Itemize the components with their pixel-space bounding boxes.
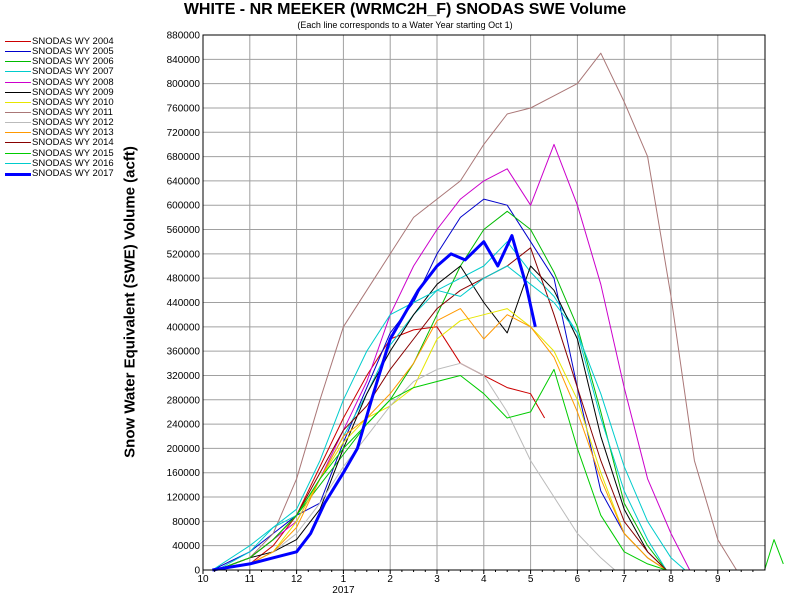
legend-swatch: [5, 41, 31, 42]
y-tick-label: 160000: [167, 468, 201, 479]
series-line: [216, 52, 737, 571]
legend-swatch: [5, 91, 31, 93]
series-line: [216, 247, 667, 571]
y-tick-label: 640000: [167, 176, 201, 187]
y-tick-label: 40000: [172, 541, 200, 552]
y-tick-label: 80000: [172, 517, 200, 528]
x-tick-label: 1: [341, 574, 347, 585]
y-tick-label: 440000: [167, 298, 201, 309]
x-tick-label: 4: [481, 574, 487, 585]
y-tick-label: 280000: [167, 395, 201, 406]
y-tick-label: 360000: [167, 347, 201, 358]
legend-label: SNODAS WY 2007: [32, 66, 114, 78]
legend-label: SNODAS WY 2004: [32, 36, 114, 47]
series-line: [216, 362, 616, 571]
legend-swatch: [5, 172, 31, 176]
legend-label: SNODAS WY 2013: [32, 127, 114, 139]
legend-label: SNODAS WY 2016: [32, 157, 114, 169]
x-tick-label: 9: [715, 574, 721, 585]
legend-label: SNODAS WY 2009: [32, 86, 114, 98]
chart-subtitle: (Each line corresponds to a Water Year s…: [297, 20, 513, 30]
legend-label: SNODAS WY 2005: [32, 46, 114, 58]
y-tick-label: 480000: [167, 274, 201, 285]
series-line: [216, 265, 667, 571]
legend-swatch: [5, 51, 31, 53]
legend-swatch: [5, 71, 31, 73]
x-tick-label: 7: [621, 574, 627, 585]
y-tick-label: 760000: [167, 103, 201, 114]
x-tick-label: 11: [245, 574, 256, 585]
x-year-label: 2017: [332, 585, 355, 596]
x-tick-label: 8: [668, 574, 674, 585]
y-tick-label: 880000: [167, 31, 201, 42]
x-tick-label: 12: [291, 574, 303, 585]
y-tick-label: 320000: [167, 371, 201, 382]
legend-swatch: [5, 61, 31, 63]
series-line: [212, 198, 667, 571]
legend-label: SNODAS WY 2017: [32, 167, 114, 179]
legend-label: SNODAS WY 2008: [32, 76, 114, 88]
legend-label: SNODAS WY 2012: [32, 117, 114, 129]
y-tick-label: 560000: [167, 225, 201, 236]
y-tick-label: 600000: [167, 201, 201, 212]
y-tick-label: 680000: [167, 152, 201, 163]
legend-swatch: [5, 111, 31, 113]
y-tick-label: 400000: [167, 322, 201, 333]
series-line: [216, 308, 667, 571]
x-tick-label: 10: [197, 574, 209, 585]
legend-label: SNODAS WY 2006: [32, 56, 114, 68]
series-line: [216, 308, 667, 571]
x-tick-label: 5: [528, 574, 534, 585]
legend-label: SNODAS WY 2015: [32, 147, 114, 159]
y-tick-label: 200000: [167, 444, 201, 455]
legend-swatch: [5, 142, 31, 144]
y-tick-label: 720000: [167, 128, 201, 139]
legend-label: SNODAS WY 2010: [32, 96, 114, 108]
series-line: [216, 265, 686, 571]
y-tick-label: 120000: [167, 493, 201, 504]
y-tick-label: 840000: [167, 55, 201, 66]
axis-layer: 0400008000012000016000020000024000028000…: [167, 31, 754, 596]
series-layer: [212, 52, 784, 572]
legend-swatch: [5, 152, 31, 154]
series-line: [216, 210, 667, 571]
y-tick-label: 240000: [167, 420, 201, 431]
legend-swatch: [5, 132, 31, 134]
legend-swatch: [5, 162, 31, 164]
y-tick-label: 800000: [167, 79, 201, 90]
x-tick-label: 6: [575, 574, 581, 585]
y-tick-label: 520000: [167, 249, 201, 260]
chart-title: WHITE - NR MEEKER (WRMC2H_F) SNODAS SWE …: [183, 1, 627, 18]
x-tick-label: 2: [387, 574, 393, 585]
legend-swatch: [5, 81, 31, 83]
series-line: [212, 234, 537, 572]
legend-swatch: [5, 101, 31, 103]
y-tick-label: 0: [194, 566, 200, 577]
legend-label: SNODAS WY 2014: [32, 137, 114, 149]
legend-label: SNODAS WY 2011: [32, 106, 113, 118]
series-line: [216, 368, 784, 571]
legend-swatch: [5, 122, 31, 124]
x-tick-label: 3: [434, 574, 440, 585]
